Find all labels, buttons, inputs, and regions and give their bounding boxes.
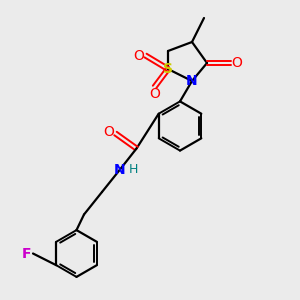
Text: S: S	[163, 62, 173, 76]
Text: H: H	[129, 163, 138, 176]
Text: N: N	[114, 163, 126, 176]
Text: O: O	[134, 49, 144, 62]
Text: O: O	[232, 56, 242, 70]
Text: O: O	[103, 125, 114, 139]
Text: N: N	[186, 74, 198, 88]
Text: F: F	[22, 247, 31, 260]
Text: O: O	[149, 87, 160, 100]
